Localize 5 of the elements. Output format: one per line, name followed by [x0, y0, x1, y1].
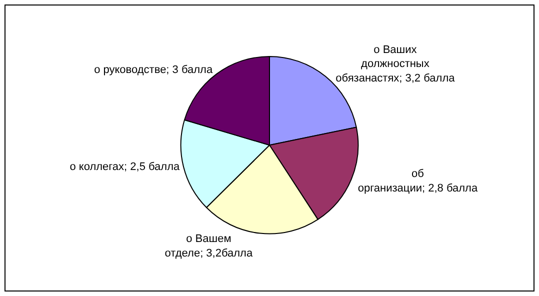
slice-label: о Ваших должностных обязанастях; 3,2 балла — [336, 44, 456, 85]
slice-label: о руководстве; 3 балла — [94, 64, 214, 76]
slice-label: о коллегах; 2,5 балла — [70, 161, 181, 174]
slice-label: об организации; 2,8 балла — [358, 168, 478, 194]
slice-label: о Вашем отделе; 3,2балла — [164, 233, 254, 260]
